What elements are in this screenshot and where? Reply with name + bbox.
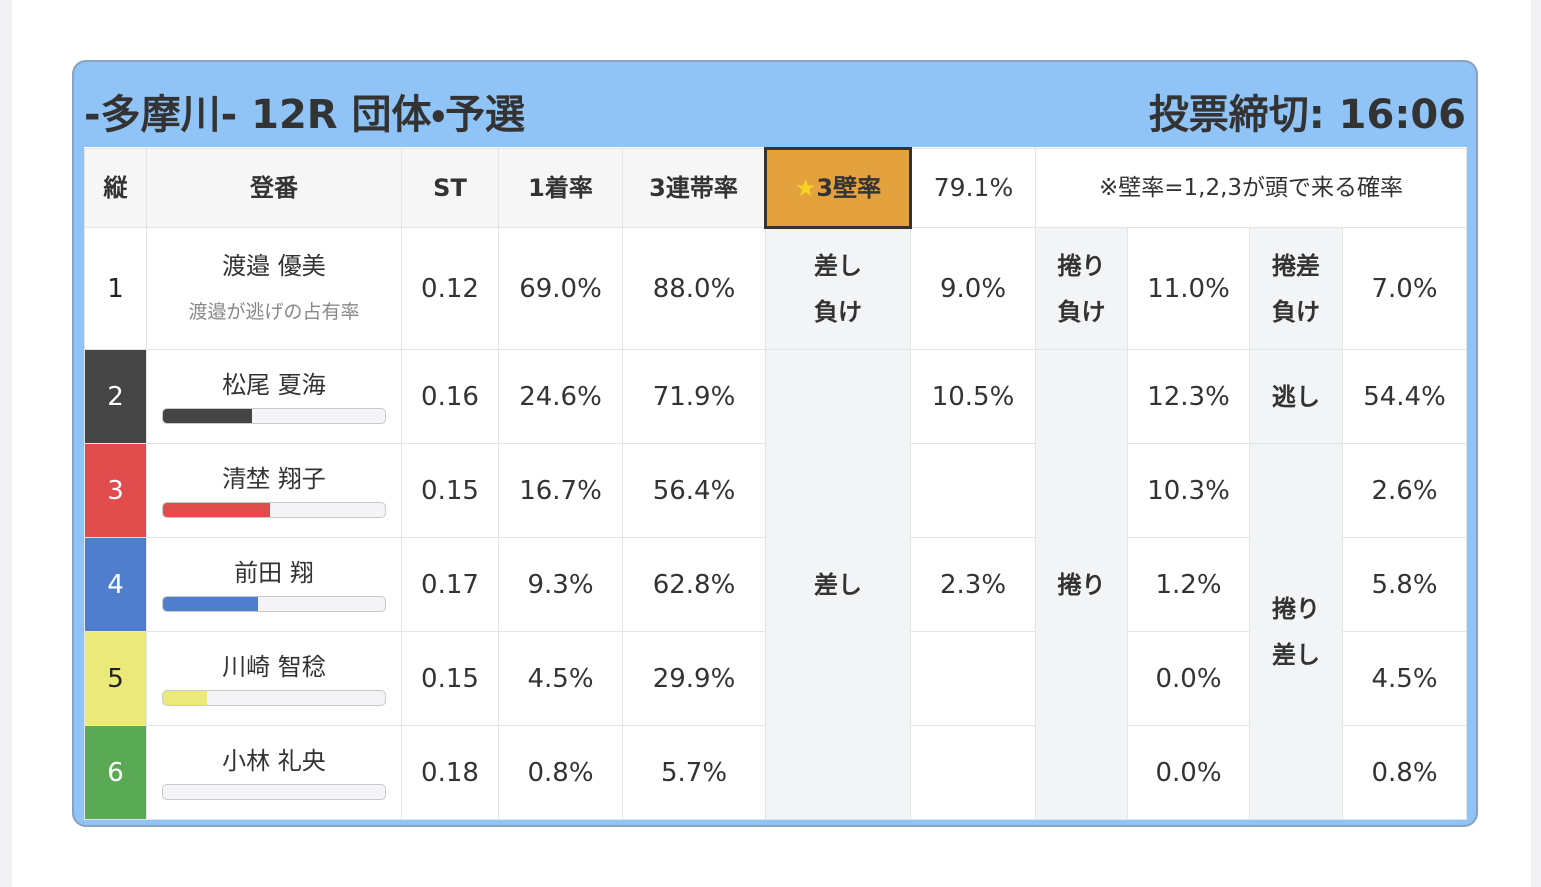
- racer-cell: 小林 礼央: [146, 725, 402, 820]
- pattern-value: 0.0%: [1127, 631, 1250, 726]
- pattern-value: 12.3%: [1127, 349, 1250, 444]
- progress-bar: [162, 783, 386, 800]
- racer-row: 6 小林 礼央 0.18 0.8% 5.7% 0.0% 0.8%: [84, 725, 1468, 820]
- pattern-value: [910, 631, 1036, 726]
- pattern-label: 差し: [765, 349, 911, 820]
- pattern-label: 差し 負け: [765, 227, 911, 350]
- racer-name: 清埜 翔子: [222, 464, 326, 493]
- column-header: 1着率: [498, 148, 623, 228]
- progress-fill: [163, 408, 252, 423]
- progress-bar: [162, 407, 386, 424]
- racer-cell: 清埜 翔子: [146, 443, 402, 538]
- win-rate: 16.7%: [498, 443, 623, 538]
- start-timing: 0.12: [401, 227, 499, 350]
- column-header: 縦: [84, 148, 147, 228]
- progress-bar: [162, 689, 386, 706]
- pattern-value: 5.8%: [1341, 537, 1468, 632]
- racer-name: 渡邉 優美: [222, 251, 326, 280]
- frame-number: 3: [84, 443, 147, 538]
- pattern-value: 1.2%: [1127, 537, 1250, 632]
- column-header: 登番: [146, 148, 402, 228]
- race-card: -多摩川- 12R 団体・予選 投票締切: 16:06 縦登番 ST 1着率 3連帯率…: [72, 60, 1478, 827]
- pattern-label: 捲差 負け: [1249, 227, 1343, 350]
- side-strip: [1531, 0, 1541, 887]
- start-timing: 0.17: [401, 537, 499, 632]
- pattern-value: 4.5%: [1341, 631, 1468, 726]
- win-rate: 9.3%: [498, 537, 623, 632]
- pattern-label: 捲り 負け: [1035, 227, 1128, 350]
- racer-name: 前田 翔: [234, 558, 314, 587]
- pattern-value: 0.0%: [1127, 725, 1250, 820]
- pattern-value: 54.4%: [1341, 349, 1468, 444]
- racer-cell: 松尾 夏海: [146, 349, 402, 444]
- progress-fill: [163, 690, 208, 705]
- top3-rate: 88.0%: [622, 227, 766, 350]
- deadline: 投票締切: 16:06: [1148, 92, 1466, 138]
- start-timing: 0.15: [401, 631, 499, 726]
- win-rate: 24.6%: [498, 349, 623, 444]
- pattern-value: 10.3%: [1127, 443, 1250, 538]
- win-rate: 4.5%: [498, 631, 623, 726]
- frame-number: 5: [84, 631, 147, 726]
- win-rate: 69.0%: [498, 227, 623, 350]
- stats-table: 縦登番 ST 1着率 3連帯率 ★3壁率 79.1% ※壁率=1,2,3が頭で来る確率 1 渡邉…: [84, 147, 1468, 820]
- race-title: -多摩川- 12R 団体・予選: [84, 92, 526, 138]
- header-row: 縦登番 ST 1着率 3連帯率 ★3壁率 79.1% ※壁率=1,2,3が頭で来る確率: [84, 147, 1468, 229]
- top3-rate: 56.4%: [622, 443, 766, 538]
- frame-number: 2: [84, 349, 147, 444]
- top3-rate: 62.8%: [622, 537, 766, 632]
- pattern-value: [910, 725, 1036, 820]
- column-header: ★3壁率: [764, 147, 912, 229]
- frame-number: 4: [84, 537, 147, 632]
- racer-cell: 渡邉 優美渡邉が逃げの占有率: [146, 227, 402, 350]
- pattern-label: 捲り 差し: [1249, 443, 1343, 820]
- start-timing: 0.15: [401, 443, 499, 538]
- racer-name: 小林 礼央: [222, 746, 326, 775]
- top3-rate: 29.9%: [622, 631, 766, 726]
- progress-bar: [162, 501, 386, 518]
- pattern-value: 7.0%: [1341, 227, 1468, 350]
- pattern-value: 2.6%: [1341, 443, 1468, 538]
- top3-rate: 71.9%: [622, 349, 766, 444]
- pattern-value: 10.5%: [910, 349, 1036, 444]
- column-header: 79.1%: [910, 148, 1036, 228]
- column-header: ※壁率=1,2,3が頭で来る確率: [1034, 148, 1468, 228]
- start-timing: 0.18: [401, 725, 499, 820]
- frame-number: 1: [84, 227, 147, 350]
- win-rate: 0.8%: [498, 725, 623, 820]
- pattern-value: 2.3%: [910, 537, 1036, 632]
- racer-name: 川崎 智稔: [222, 652, 326, 681]
- racer-cell: 川崎 智稔: [146, 631, 402, 726]
- pattern-value: [910, 443, 1036, 538]
- progress-bar: [162, 595, 386, 612]
- racer-row: 2 松尾 夏海 0.16 24.6% 71.9% 差し 10.5% 捲り 12.3% 逃し 54.4…: [84, 349, 1468, 820]
- top3-rate: 5.7%: [622, 725, 766, 820]
- pattern-label: 逃し: [1249, 349, 1343, 444]
- progress-fill: [163, 502, 270, 517]
- pattern-value: 9.0%: [910, 227, 1036, 350]
- racer-row: 4 前田 翔 0.17 9.3% 62.8% 2.3% 1.2% 5.8%: [84, 537, 1468, 632]
- pattern-value: 0.8%: [1341, 725, 1468, 820]
- side-strip: [0, 0, 12, 887]
- frame-number: 6: [84, 725, 147, 820]
- start-timing: 0.16: [401, 349, 499, 444]
- racer-name: 松尾 夏海: [222, 370, 326, 399]
- progress-fill: [163, 596, 259, 611]
- racer-row: 1 渡邉 優美 渡邉が逃げの占有率 0.12 69.0% 88.0% 差し 負け 9.0% 捲り…: [84, 227, 1468, 350]
- racer-row: 3 清埜 翔子 0.15 16.7% 56.4% 10.3% 捲り 差し 2.6%: [84, 443, 1468, 820]
- pattern-label: 捲り: [1035, 349, 1128, 820]
- racer-cell: 前田 翔: [146, 537, 402, 632]
- column-header: 3連帯率: [622, 148, 766, 228]
- racer-note: 渡邉が逃げの占有率: [188, 300, 360, 323]
- column-header: ST: [401, 148, 499, 228]
- pattern-value: 11.0%: [1127, 227, 1250, 350]
